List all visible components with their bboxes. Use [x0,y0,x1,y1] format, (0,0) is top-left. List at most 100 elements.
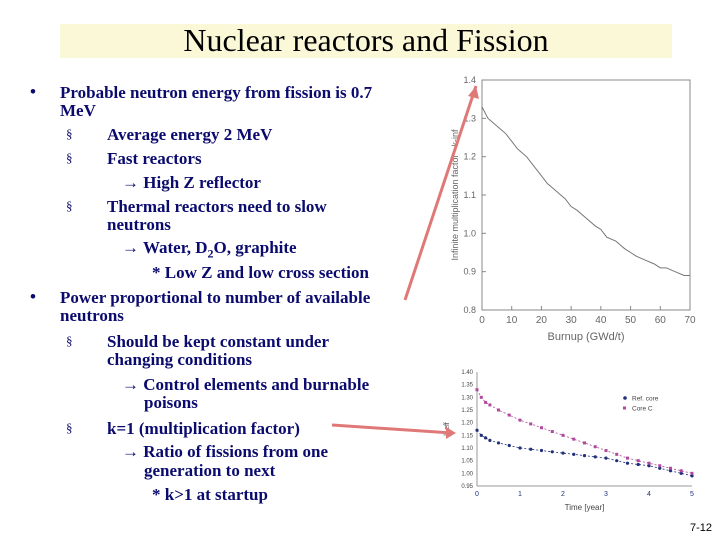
data-point-ref-core [604,456,608,460]
thermal-arrow-line: → Water, D2O, graphite [122,239,297,262]
data-point-core-c [507,413,511,417]
k-arrow-text-2: generation to next [144,461,276,480]
square-bullet: § [66,198,73,213]
y-tick-label: 1.35 [461,383,473,389]
bullet-1-line1: Probable neutron energy from fission is … [60,83,373,102]
data-point-ref-core [507,443,511,448]
data-point-core-c [475,388,479,392]
data-point-ref-core [636,462,640,467]
data-point-ref-core [593,455,597,459]
constant-text-1: Should be kept constant under [107,332,330,351]
x-tick-label: 10 [506,315,518,326]
x-tick-label: 2 [561,491,565,498]
bullet-2-line1: Power proportional to number of availabl… [60,288,371,307]
y-tick-label: 1.15 [461,433,473,439]
y-tick-label: 1.0 [463,228,476,238]
y-tick-label: 0.9 [463,267,476,277]
y-tick-label: 1.30 [461,395,473,401]
data-point-core-c [647,461,651,465]
thermal-arrow-rest: O, graphite [213,238,297,257]
x-axis-label: Burnup (GWd/t) [547,331,624,343]
fast-arrow-line: → High Z reflector [122,174,261,192]
bullet-dot: • [30,287,36,306]
arrow-icon: → [122,173,144,192]
y-tick-label: 1.25 [461,408,473,414]
data-point-core-c [497,408,500,412]
data-point-ref-core [658,466,662,470]
series-line [476,389,693,474]
square-bullet: § [66,150,73,165]
arrow-icon: → [122,238,143,257]
y-tick-label: 1.40 [461,370,473,376]
thermal-arrow-subscript: 2 [207,246,214,261]
data-point-core-c [572,437,576,441]
data-point-ref-core [550,450,554,454]
y-tick-label: 0.8 [463,305,476,315]
y-tick-label: 0.95 [461,484,473,490]
y-tick-label: 1.3 [463,113,476,123]
x-axis-label: Time [year] [565,503,605,512]
data-point-ref-core [475,428,479,432]
k-item-text: k=1 (multiplication factor) [107,419,300,438]
constant-text-2: changing conditions [107,350,253,369]
pointer-arrows [331,85,479,439]
y-tick-label: 1.00 [461,471,473,477]
k-star-text: * k>1 at startup [152,485,268,504]
y-tick-label: 1.4 [463,75,476,85]
y-tick-label: 1.05 [461,459,473,465]
data-point-core-c [561,433,565,437]
data-point-core-c [529,422,533,426]
series-line-kinf [481,106,690,276]
data-point-ref-core [529,447,533,451]
legend-marker [623,406,626,410]
data-point-core-c [518,418,522,422]
y-tick-label: 1.2 [463,152,476,162]
legend-label: Ref. core [632,396,659,403]
data-point-core-c [690,471,694,475]
fast-arrow-text: High Z reflector [143,173,261,192]
x-tick-label: 30 [566,315,578,326]
data-point-ref-core [484,436,488,440]
constant-arrow-line: → Control elements and burnable [122,376,369,394]
slide-title: Nuclear reactors and Fission [183,22,549,58]
x-tick-label: 1 [518,491,522,498]
chart-keff-vs-time: 0.95 1.00 1.05 1.10 1.15 1.20 1.25 1.30 1.35 1.40… [444,370,694,512]
data-point-core-c [488,403,492,407]
data-point-ref-core [488,438,492,442]
data-point-ref-core [561,451,565,455]
x-tick-label: 5 [690,491,694,498]
data-point-ref-core [679,471,683,475]
x-tick-label: 40 [595,315,607,326]
pointer-arrow-bottom [331,423,453,435]
y-tick-label: 1.1 [463,190,476,200]
bullet-1-line2: MeV [60,101,96,120]
data-point-ref-core [647,464,651,468]
arrow-icon: → [122,375,144,394]
bullet-2-line2: neutrons [60,306,124,325]
square-bullet: § [66,126,73,141]
legend-marker [623,396,627,400]
data-point-ref-core [668,469,673,473]
data-point-ref-core [572,452,576,456]
x-tick-label: 0 [475,491,479,498]
legend-label: Core C [632,406,653,413]
arrow-icon: → [122,442,144,461]
thermal-text-1: Thermal reactors need to slow [107,197,327,216]
data-point-core-c [550,430,554,434]
data-point-core-c [626,456,629,460]
y-tick-label: 1.20 [461,421,473,427]
thermal-text-2: neutrons [107,215,171,234]
thermal-star-text: * Low Z and low cross section [152,263,369,282]
avg-energy-text: Average energy 2 MeV [107,125,273,144]
data-point-core-c [669,466,672,470]
data-point-ref-core [518,446,522,450]
square-bullet: § [66,333,73,348]
bullet-dot: • [30,82,36,101]
data-point-core-c [679,469,683,473]
data-point-core-c [583,441,586,445]
data-point-core-c [484,400,488,404]
thermal-arrow-text: Water, D [142,238,208,257]
x-tick-label: 60 [655,315,667,326]
chart-kinf-vs-burnup: 0.8 0.9 1.0 1.1 1.2 1.3 1.4 0 10 20 30 40 50 60 70 Burn… [450,75,696,343]
